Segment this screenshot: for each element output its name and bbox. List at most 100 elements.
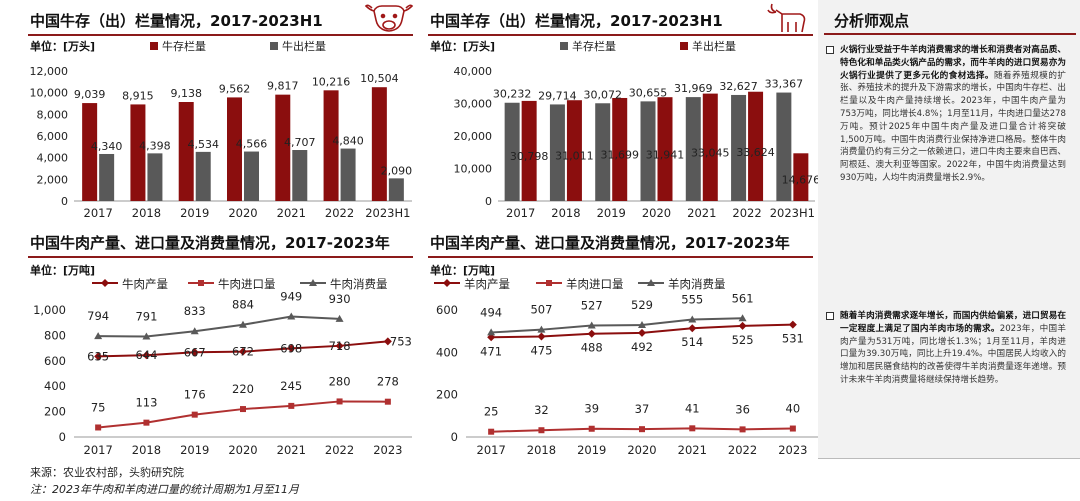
mutton-point [688,324,696,332]
beef-volume-line-chart: 单位：[万吨] 牛肉产量 牛肉进口量 牛肉消费量 0 200 400 600 800 1,000 2… [0,258,415,463]
beef-data-label: 644 [135,348,157,362]
beef-data-label: 280 [329,374,351,388]
beef-legend-label: 牛肉进口量 [218,277,276,291]
mutton-data-label: 514 [681,335,703,349]
beef-x-tick: 2021 [277,443,306,457]
cattle-x-tick: 2021 [277,206,306,220]
mutton-legend-point [443,279,451,287]
mutton-series-line [491,318,742,332]
sheep-y-tick: 30,000 [454,98,493,111]
mutton-data-label: 531 [782,332,804,346]
mutton-point [739,322,747,330]
beef-data-label: 718 [329,339,351,353]
sheep-data-label: 29,714 [538,89,577,102]
bullet-marker-icon [826,312,834,320]
cattle-bar [99,154,114,201]
mutton-point [790,426,796,432]
sheep-stock-bar-chart: 单位：[万头] 羊存栏量 羊出栏量010,00020,00030,00040,000… [410,38,820,230]
mutton-legend-label: 羊肉进口量 [566,277,624,291]
beef-point [337,398,343,404]
cattle-stock-chart-title: 中国牛存（出）栏量情况，2017-2023H1 [30,10,323,31]
cattle-data-label: 4,566 [236,138,268,151]
sheep-legend-swatch [560,42,568,50]
sheep-x-tick: 2020 [642,206,671,220]
sheep-data-label: 33,045 [691,147,730,160]
sheep-data-label: 30,232 [493,88,532,101]
mutton-volume-chart-title: 中国羊肉产量、进口量及消费量情况，2017-2023年 [430,232,790,253]
cattle-x-tick: 2019 [180,206,209,220]
sheep-y-tick: 40,000 [454,65,493,78]
cattle-x-tick: 2017 [84,206,113,220]
mutton-data-label: 561 [732,291,754,305]
analyst-point-beef: 火锅行业受益于牛羊肉消费需求的增长和消费者对高品质、特色化和单品类火锅产品的需求… [826,44,1066,185]
sheep-data-label: 30,798 [510,150,549,163]
beef-x-tick: 2020 [228,443,257,457]
beef-data-label: 220 [232,382,254,396]
mutton-x-tick: 2019 [577,443,606,457]
cattle-x-tick: 2020 [228,206,257,220]
sheep-unit-label: 单位：[万头] [430,39,495,53]
sheep-data-label: 31,699 [600,149,639,162]
mutton-x-tick: 2018 [527,443,556,457]
beef-data-label: 113 [135,396,157,410]
mutton-x-tick: 2020 [627,443,656,457]
mutton-data-label: 36 [735,402,750,416]
sheep-stock-title-rule [428,34,813,36]
mutton-y-tick: 0 [451,430,458,444]
sheep-x-tick: 2017 [506,206,535,220]
cattle-y-tick: 8,000 [37,108,69,121]
analyst-view-title: 分析师观点 [834,10,909,31]
mutton-x-tick: 2017 [477,443,506,457]
cattle-stock-title-rule [28,34,413,36]
beef-y-tick: 1,000 [33,303,66,317]
cattle-data-label: 8,915 [122,89,154,102]
analyst-view-rule [824,33,1076,35]
mutton-y-tick: 600 [436,303,458,317]
sheep-x-tick: 2019 [597,206,626,220]
cattle-data-label: 9,039 [74,88,106,101]
mutton-point [488,429,494,435]
mutton-point [789,321,797,329]
beef-y-tick: 800 [44,328,66,342]
beef-data-label: 672 [232,345,254,359]
beef-data-label: 949 [280,289,302,303]
cattle-data-label: 10,504 [360,72,399,85]
mutton-x-tick: 2023 [778,443,807,457]
mutton-point [689,425,695,431]
mutton-data-label: 25 [484,405,499,419]
sheep-icon [760,0,810,34]
panel-bottom-rule [818,458,1080,459]
bullet-marker-icon [826,46,834,54]
beef-legend-point [198,280,204,286]
cow-icon [364,0,414,34]
beef-series-line [98,316,339,336]
cattle-data-label: 10,216 [312,75,351,88]
mutton-x-tick: 2021 [678,443,707,457]
beef-x-tick: 2023 [373,443,402,457]
beef-point [288,403,294,409]
beef-data-label: 930 [329,292,351,306]
beef-data-label: 278 [377,375,399,389]
sheep-data-label: 33,624 [736,146,775,159]
cattle-data-label: 4,340 [91,140,123,153]
cattle-bar [372,87,387,201]
beef-data-label: 833 [184,304,206,318]
mutton-data-label: 529 [631,298,653,312]
sheep-data-label: 31,011 [555,150,594,163]
mutton-volume-line-chart: 单位：[万吨]羊肉产量 羊肉进口量 羊肉消费量02004006002017 2018 2… [410,258,820,463]
beef-data-label: 753 [390,334,412,348]
beef-point [385,399,391,405]
cattle-bar [292,150,307,201]
cattle-data-label: 4,707 [284,136,316,149]
cattle-legend-swatch [270,42,278,50]
mutton-data-label: 39 [584,402,599,416]
beef-volume-chart-title: 中国牛肉产量、进口量及消费量情况，2017-2023年 [30,232,390,253]
beef-y-tick: 600 [44,354,66,368]
mutton-data-label: 492 [631,340,653,354]
beef-y-tick: 200 [44,405,66,419]
cattle-y-tick: 2,000 [37,173,69,186]
mutton-point [538,427,544,433]
cattle-data-label: 4,398 [139,139,171,152]
sheep-data-label: 33,367 [765,78,804,91]
mutton-legend-label: 羊肉产量 [464,277,510,291]
